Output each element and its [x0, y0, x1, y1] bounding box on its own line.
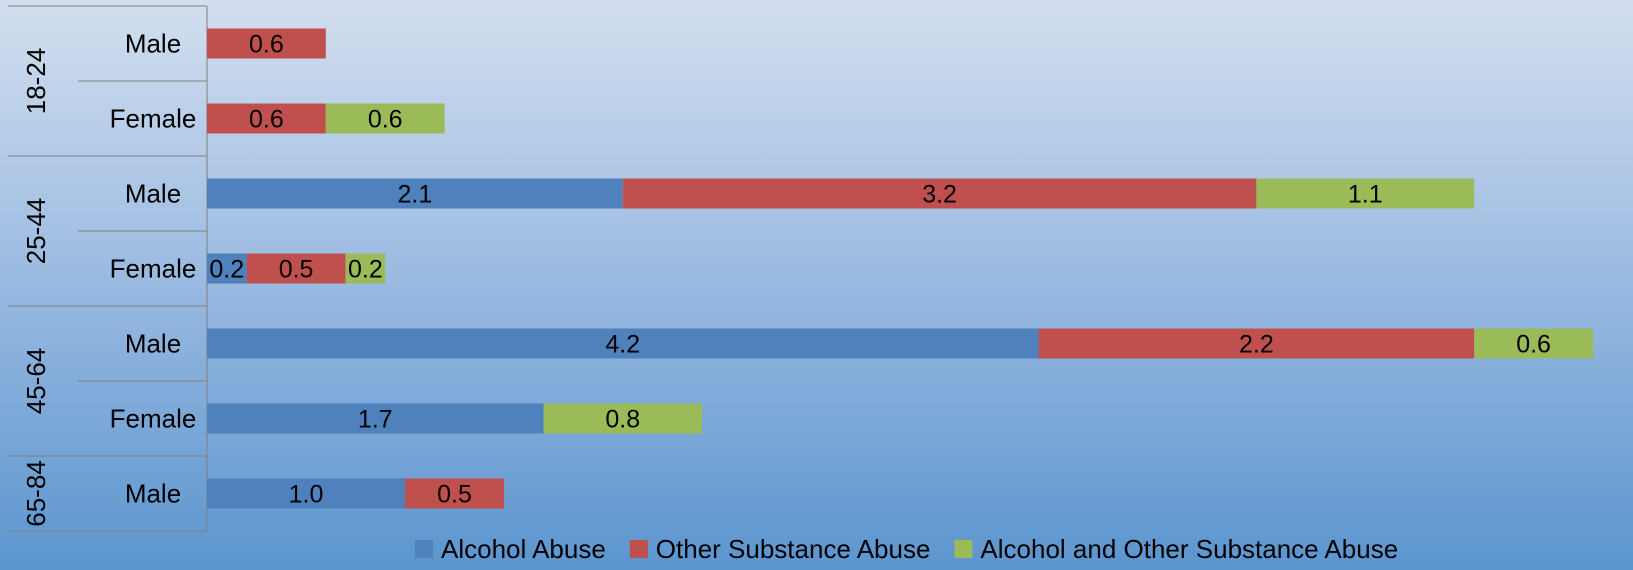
bar-segment: [207, 328, 1039, 359]
data-label: 0.6: [249, 31, 284, 59]
legend: Alcohol Abuse Other Substance Abuse Alcoho…: [415, 534, 1398, 564]
group-label: 45-64: [21, 348, 51, 415]
group-label: 25-44: [21, 198, 51, 265]
data-label: 1.7: [358, 406, 393, 434]
legend-swatch: [954, 540, 973, 558]
data-label: 2.1: [398, 181, 433, 209]
bar-segment: [325, 103, 445, 134]
category-label: Female: [110, 254, 197, 284]
bar-segment: [543, 403, 702, 434]
category-label: Male: [125, 329, 181, 359]
label-layer: 0.6 0.6 0.6 2.1 3.2 1.1 0.2 0.5 0.2 4.2 2.2 0.6 1.7 0…: [209, 31, 1551, 509]
data-label: 2.2: [1239, 331, 1274, 359]
data-label: 4.2: [605, 331, 640, 359]
group-label: 18-24: [21, 48, 51, 115]
bar-segment: [1474, 328, 1593, 359]
category-label: Female: [110, 104, 197, 134]
category-label: Male: [125, 179, 181, 209]
legend-swatch: [415, 540, 433, 558]
bar-segment: [207, 103, 326, 134]
data-label: 1.0: [289, 481, 324, 509]
bar-segment: [207, 403, 544, 434]
bar-segment: [207, 28, 326, 59]
category-label: Female: [110, 404, 197, 434]
category-label: Male: [125, 479, 181, 509]
legend-label: Other Substance Abuse: [656, 534, 931, 564]
axis-layer: Male Female 18-24 Male Female 25-44 Male Female…: [8, 5, 208, 532]
bar-segment: [345, 253, 386, 284]
group-label: 65-84: [21, 460, 51, 527]
bar-segment: [622, 178, 1257, 209]
legend-swatch: [629, 540, 648, 558]
data-label: 0.6: [368, 106, 403, 134]
data-label: 3.2: [922, 181, 957, 209]
bar-segment: [207, 178, 623, 209]
bar-layer: [207, 28, 1593, 509]
bar-segment: [1038, 328, 1475, 359]
data-label: 0.6: [1516, 331, 1551, 359]
data-label: 0.2: [348, 256, 383, 284]
category-label: Male: [125, 29, 181, 59]
data-label: 1.1: [1348, 181, 1383, 209]
data-label: 0.2: [209, 256, 244, 284]
data-label: 0.8: [605, 406, 640, 434]
bar-segment: [207, 478, 405, 509]
bar-segment: [405, 478, 504, 509]
data-label: 0.5: [437, 481, 472, 509]
bar-segment: [207, 253, 247, 284]
bar-segment: [246, 253, 346, 284]
legend-label: Alcohol and Other Substance Abuse: [980, 534, 1398, 564]
legend-label: Alcohol Abuse: [441, 534, 606, 564]
data-label: 0.6: [249, 106, 284, 134]
data-label: 0.5: [279, 256, 314, 284]
bar-segment: [1256, 178, 1475, 209]
